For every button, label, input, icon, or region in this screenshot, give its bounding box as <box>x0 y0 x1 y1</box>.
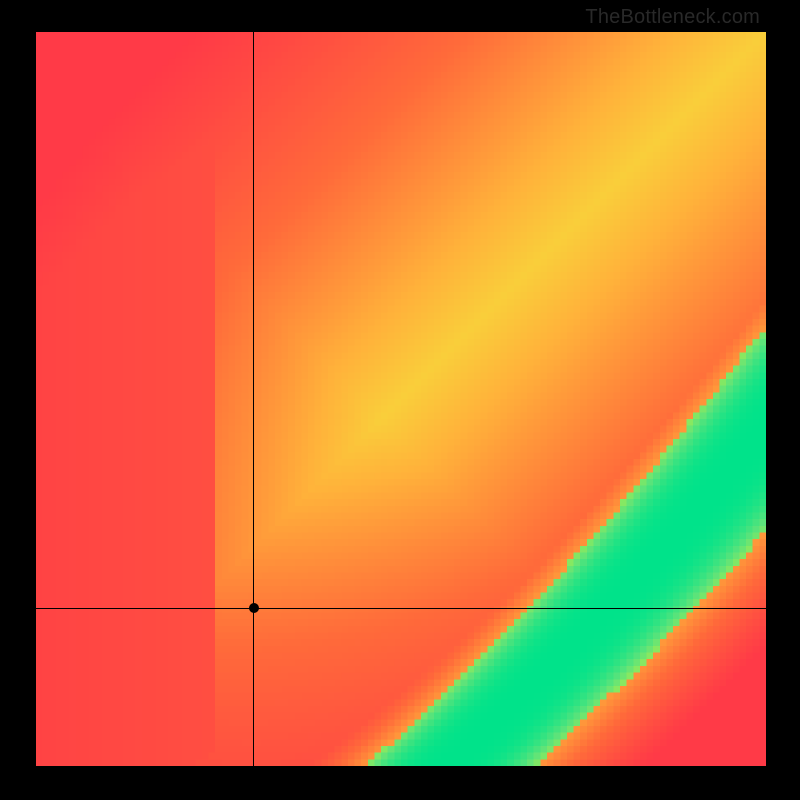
crosshair-horizontal <box>36 608 766 609</box>
heatmap-canvas <box>36 32 766 766</box>
selection-marker <box>249 603 259 613</box>
watermark-text: TheBottleneck.com <box>585 6 760 29</box>
bottleneck-heatmap <box>36 32 766 766</box>
crosshair-vertical <box>253 32 254 766</box>
